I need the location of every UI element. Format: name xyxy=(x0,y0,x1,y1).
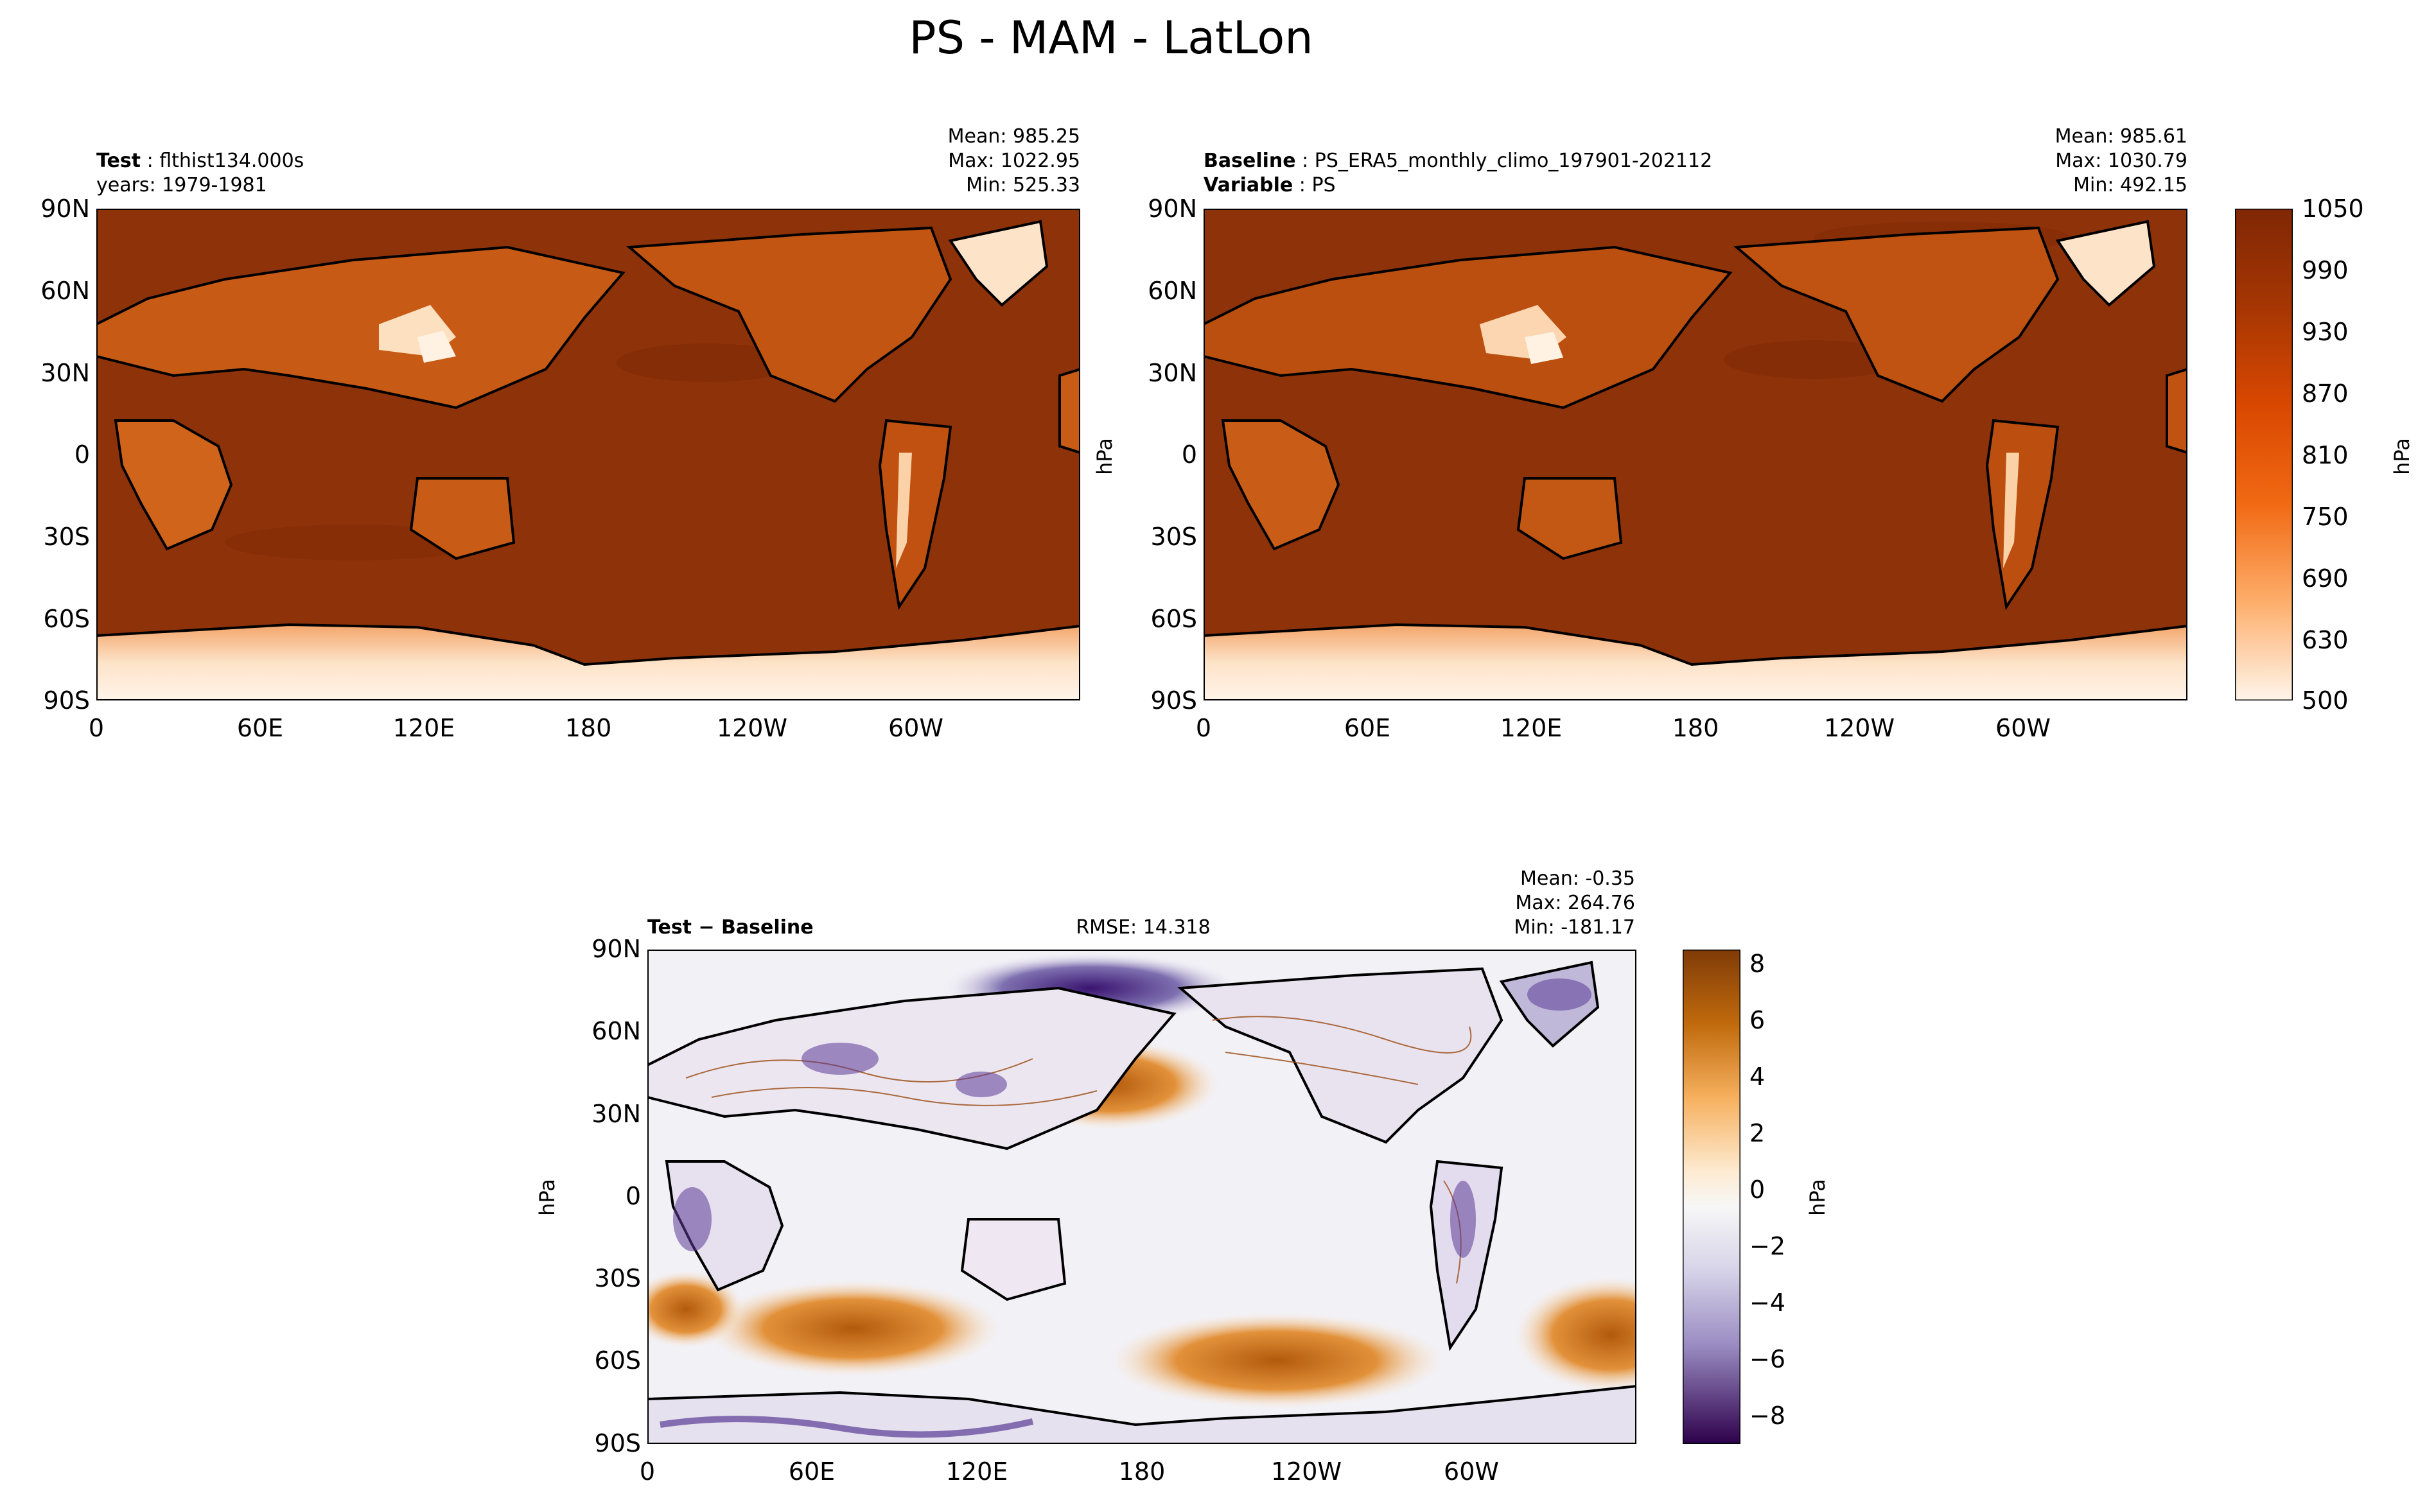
test-xtick: 0 xyxy=(88,714,105,742)
diff-xtick: 120W xyxy=(1270,1457,1342,1486)
diff-ylabel: hPa xyxy=(535,1179,559,1216)
baseline-ytick: 60S xyxy=(1150,605,1197,633)
test-ytick: 90S xyxy=(43,686,90,715)
figure-title: PS - MAM - LatLon xyxy=(909,12,1313,64)
baseline-map xyxy=(1204,209,2187,700)
cb1-tick: 810 xyxy=(2302,441,2349,469)
cb2-tick: −8 xyxy=(1749,1402,1786,1430)
baseline-colorbar xyxy=(2235,209,2293,700)
cb1-tick: 500 xyxy=(2302,686,2349,715)
baseline-xtick: 0 xyxy=(1195,714,1212,742)
test-stats: Mean: 985.25 Max: 1022.95 Min: 525.33 xyxy=(888,125,1080,198)
baseline-antarctica xyxy=(1204,623,2187,700)
diff-xtick: 120E xyxy=(945,1457,1008,1486)
diff-colorbar-label: hPa xyxy=(1805,1179,1830,1216)
diff-antarctic-anomaly xyxy=(660,1416,1034,1438)
diff-ytick: 30N xyxy=(591,1100,641,1128)
diff-colorbar-gradient xyxy=(1683,950,1740,1444)
diff-label: Test − Baseline xyxy=(647,916,814,939)
test-xtick: 120W xyxy=(716,714,788,742)
baseline-stats: Mean: 985.61 Max: 1030.79 Min: 492.15 xyxy=(1995,125,2187,198)
baseline-xtick: 120W xyxy=(1823,714,1895,742)
cb2-tick: 0 xyxy=(1749,1176,1765,1204)
cb2-tick: −2 xyxy=(1749,1232,1786,1260)
test-min: Min: 525.33 xyxy=(966,174,1080,196)
diff-max: Max: 264.76 xyxy=(1515,892,1635,914)
test-ytick: 0 xyxy=(74,440,90,469)
test-mean: Mean: 985.25 xyxy=(947,125,1080,148)
cb1-tick: 1050 xyxy=(2302,195,2364,223)
baseline-xtick: 60E xyxy=(1344,714,1391,742)
test-antarctica xyxy=(96,623,1080,700)
diff-xtick: 60E xyxy=(788,1457,836,1486)
baseline-continents xyxy=(1204,220,2187,611)
diff-stats: Mean: -0.35 Max: 264.76 Min: -181.17 xyxy=(1442,867,1635,940)
diff-rmse: RMSE: 14.318 xyxy=(1076,916,1211,939)
test-ytick: 30N xyxy=(40,359,90,387)
baseline-variable-label: Variable : PS xyxy=(1204,174,1336,196)
cb2-tick: 8 xyxy=(1749,950,1765,978)
diff-colorbar xyxy=(1683,950,1740,1444)
test-xtick: 120E xyxy=(392,714,455,742)
cb2-tick: −4 xyxy=(1749,1289,1786,1317)
diff-mean: Mean: -0.35 xyxy=(1520,867,1635,890)
diff-south-pacific-anomaly xyxy=(1110,1312,1444,1409)
baseline-colorbar-label: hPa xyxy=(2390,438,2414,475)
baseline-label: Baseline : PS_ERA5_monthly_climo_197901-… xyxy=(1204,150,1713,172)
baseline-high-pressure-cell xyxy=(1724,340,1904,379)
cb1-tick: 690 xyxy=(2302,564,2349,593)
test-ytick: 90N xyxy=(40,195,90,223)
test-continents xyxy=(96,220,1080,611)
diff-antarctica xyxy=(647,1384,1636,1444)
baseline-mean: Mean: 985.61 xyxy=(2055,125,2187,148)
baseline-ylabel: hPa xyxy=(1092,438,1117,475)
test-ytick: 60N xyxy=(40,277,90,305)
test-high-pressure-cell xyxy=(617,343,796,382)
baseline-max: Max: 1030.79 xyxy=(2055,150,2187,172)
cb2-tick: 2 xyxy=(1749,1119,1765,1147)
baseline-ytick: 30S xyxy=(1150,523,1197,551)
test-years-label: years: 1979-1981 xyxy=(96,174,267,196)
cb2-tick: 4 xyxy=(1749,1063,1765,1091)
baseline-ytick: 60N xyxy=(1148,277,1197,305)
diff-xtick: 180 xyxy=(1118,1457,1166,1486)
test-max: Max: 1022.95 xyxy=(948,150,1080,172)
diff-south-indian-anomaly xyxy=(705,1280,1001,1377)
diff-xtick: 60W xyxy=(1444,1457,1499,1486)
cb2-tick: −6 xyxy=(1749,1345,1786,1373)
diff-ytick: 90N xyxy=(591,935,641,963)
test-label: Test : flthist134.000s xyxy=(96,150,304,172)
diff-ytick: 0 xyxy=(625,1182,641,1210)
baseline-min: Min: 492.15 xyxy=(2073,174,2187,196)
cb1-tick: 930 xyxy=(2302,318,2349,346)
diff-min: Min: -181.17 xyxy=(1514,916,1635,939)
test-xtick: 60W xyxy=(888,714,943,742)
baseline-colorbar-gradient xyxy=(2235,209,2293,700)
cb1-tick: 750 xyxy=(2302,503,2349,531)
diff-ytick: 60N xyxy=(591,1017,641,1045)
test-xtick: 180 xyxy=(565,714,612,742)
cb1-tick: 990 xyxy=(2302,256,2349,284)
test-ytick: 60S xyxy=(43,605,90,633)
diff-south-atlantic-anomaly xyxy=(1514,1277,1636,1393)
diff-negative-patches xyxy=(673,978,1591,1258)
baseline-ytick: 30N xyxy=(1148,359,1197,387)
cb1-tick: 870 xyxy=(2302,379,2349,408)
baseline-ytick: 90N xyxy=(1148,195,1197,223)
test-ytick: 30S xyxy=(43,523,90,551)
diff-ytick: 30S xyxy=(594,1264,641,1292)
cb2-tick: 6 xyxy=(1749,1006,1765,1034)
baseline-ytick: 0 xyxy=(1181,440,1197,469)
baseline-ytick: 90S xyxy=(1150,686,1197,715)
test-map xyxy=(96,209,1080,700)
diff-ytick: 60S xyxy=(594,1346,641,1375)
diff-map xyxy=(647,950,1636,1444)
baseline-xtick: 180 xyxy=(1672,714,1719,742)
test-xtick: 60E xyxy=(236,714,284,742)
baseline-xtick: 60W xyxy=(1995,714,2051,742)
diff-xtick: 0 xyxy=(639,1457,656,1486)
diff-ytick: 90S xyxy=(594,1429,641,1457)
baseline-xtick: 120E xyxy=(1500,714,1563,742)
cb1-tick: 630 xyxy=(2302,626,2349,654)
